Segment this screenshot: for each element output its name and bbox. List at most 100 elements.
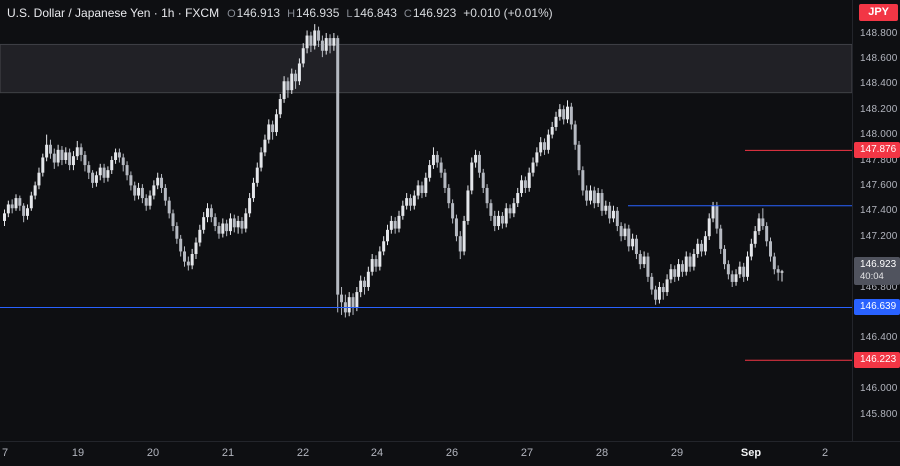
candle [535, 147, 539, 167]
candle [110, 156, 114, 174]
candle [25, 204, 29, 220]
candle [566, 100, 570, 124]
price-tick: 148.800 [860, 27, 898, 39]
low-label: L [346, 8, 353, 20]
time-axis[interactable]: 7 19 20 21 22 24 26 27 28 29 Sep 2 [0, 441, 900, 466]
time-tick: 26 [445, 447, 459, 459]
price-tick: 147.800 [860, 154, 898, 166]
candle [363, 276, 367, 295]
candle [474, 149, 478, 168]
candle [412, 190, 416, 210]
candle [179, 234, 183, 257]
price-tick: 148.000 [860, 129, 898, 141]
candle [508, 204, 512, 219]
candle [516, 187, 520, 207]
candle [286, 77, 290, 98]
candle [608, 201, 612, 224]
candle [627, 224, 631, 252]
candle [156, 172, 160, 190]
price-tick: 148.400 [860, 78, 898, 90]
candle [94, 171, 98, 187]
candle [194, 237, 198, 260]
price-axis[interactable]: 148.800 148.600 148.400 148.200 148.000 147.8… [852, 0, 900, 441]
candle [776, 265, 780, 281]
price-tick: 147.400 [860, 205, 898, 217]
candle [435, 151, 439, 168]
candle [175, 222, 179, 244]
candle [183, 246, 187, 267]
candle [52, 148, 56, 169]
candle [726, 260, 730, 280]
time-tick: 22 [296, 447, 310, 459]
candle [523, 176, 527, 194]
candlestick-plot[interactable] [0, 0, 852, 441]
candle [550, 121, 554, 139]
candle [600, 189, 604, 216]
chart-canvas[interactable] [0, 0, 852, 441]
candle [240, 217, 244, 234]
candle [244, 208, 248, 233]
candle [102, 163, 106, 183]
candle [144, 194, 148, 211]
price-tick: 147.200 [860, 230, 898, 242]
candle [623, 223, 627, 241]
candle [255, 162, 259, 187]
alert-lower-price-label: 146.223 [854, 352, 900, 369]
candle [646, 252, 650, 282]
candle [301, 43, 305, 68]
candle [631, 233, 635, 251]
candle [504, 203, 508, 228]
symbol-title[interactable]: U.S. Dollar / Japanese Yen · 1h · FXCM [7, 6, 220, 20]
candle [765, 222, 769, 247]
candle [673, 265, 677, 282]
supply-zone[interactable] [0, 43, 852, 94]
candle [202, 212, 206, 234]
candle [757, 213, 761, 235]
candle [366, 266, 370, 291]
candle [562, 105, 566, 125]
candle [596, 187, 600, 207]
candle [18, 195, 22, 211]
candle [447, 184, 451, 209]
candle [60, 146, 64, 166]
high-value: 146.935 [296, 6, 340, 20]
chart-legend: U.S. Dollar / Japanese Yen · 1h · FXCM O… [7, 6, 553, 20]
candle [746, 251, 750, 281]
candle [500, 212, 504, 229]
candle [569, 102, 573, 130]
price-tick: 147.600 [860, 179, 898, 191]
candle [167, 196, 171, 219]
candle [309, 31, 313, 53]
candle [723, 245, 727, 270]
candle [64, 147, 68, 164]
candle [711, 201, 715, 223]
candle [205, 203, 209, 223]
candle [98, 163, 102, 181]
candle [462, 215, 466, 256]
candle [420, 181, 424, 199]
candle [213, 213, 217, 232]
currency-badge[interactable]: JPY [859, 4, 898, 21]
candle [129, 171, 133, 191]
candle [443, 168, 447, 194]
candle [160, 173, 164, 194]
change-value: +0.010 (+0.01%) [463, 6, 553, 20]
candle [133, 181, 137, 201]
candle [588, 185, 592, 205]
candle [236, 215, 240, 234]
candle [190, 248, 194, 270]
candle [374, 255, 378, 272]
candle [248, 193, 252, 218]
candle [719, 224, 723, 254]
candle [259, 147, 263, 172]
candle [386, 224, 389, 246]
candle [125, 161, 129, 181]
candle [451, 199, 455, 224]
candle [684, 251, 688, 276]
candle [71, 151, 75, 171]
candle [546, 129, 550, 154]
candle [397, 210, 401, 233]
candle [359, 275, 363, 298]
candle [221, 218, 225, 238]
candle [68, 148, 72, 171]
